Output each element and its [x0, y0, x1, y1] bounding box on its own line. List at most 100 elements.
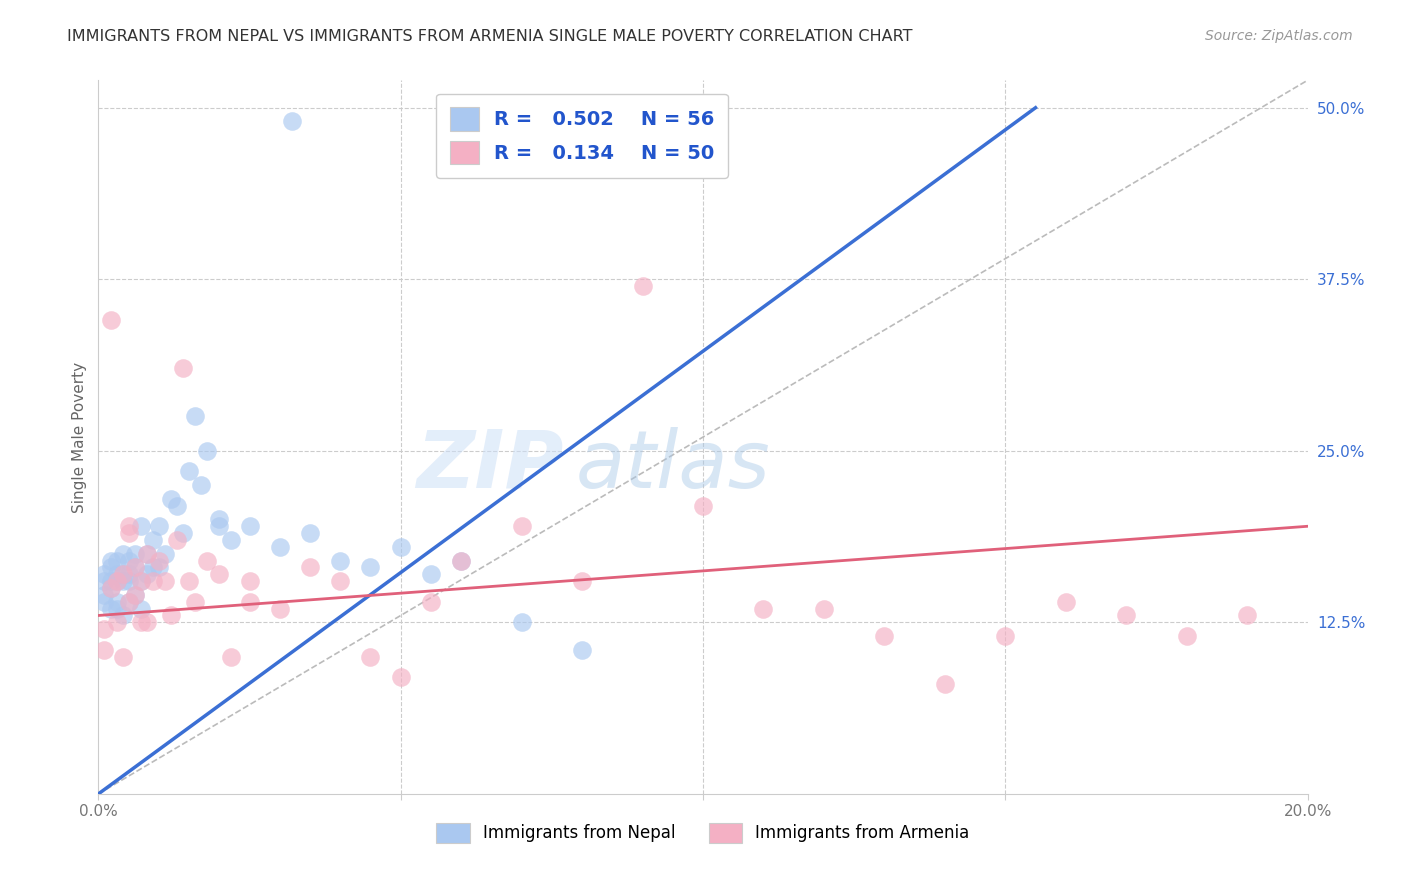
Point [93, 595, 115, 609]
Point [148, 553, 170, 567]
Point [873, 629, 896, 643]
Point [118, 595, 141, 609]
Point [184, 409, 207, 424]
Point [124, 560, 146, 574]
Point [135, 547, 157, 561]
Point [172, 361, 194, 376]
Point [153, 547, 176, 561]
Point [571, 642, 593, 657]
Point [510, 519, 533, 533]
Point [118, 519, 141, 533]
Text: atlas: atlas [576, 426, 770, 505]
Text: IMMIGRANTS FROM NEPAL VS IMMIGRANTS FROM ARMENIA SINGLE MALE POVERTY CORRELATION: IMMIGRANTS FROM NEPAL VS IMMIGRANTS FROM… [67, 29, 912, 44]
Point [105, 595, 128, 609]
Point [450, 553, 472, 567]
Point [111, 649, 134, 664]
Point [160, 608, 183, 623]
Point [153, 574, 176, 589]
Point [100, 574, 122, 589]
Point [111, 567, 134, 582]
Y-axis label: Single Male Poverty: Single Male Poverty [72, 361, 87, 513]
Point [124, 547, 146, 561]
Point [208, 512, 231, 526]
Point [208, 567, 231, 582]
Point [93, 574, 115, 589]
Point [184, 595, 207, 609]
Point [135, 615, 157, 630]
Point [179, 574, 201, 589]
Point [129, 615, 152, 630]
Point [813, 601, 835, 615]
Point [269, 601, 291, 615]
Point [93, 567, 115, 582]
Point [124, 588, 146, 602]
Point [1175, 629, 1198, 643]
Point [124, 588, 146, 602]
Point [934, 677, 956, 691]
Point [239, 595, 262, 609]
Point [195, 443, 218, 458]
Point [631, 279, 654, 293]
Point [129, 574, 152, 589]
Point [100, 553, 122, 567]
Point [692, 499, 714, 513]
Point [111, 547, 134, 561]
Point [135, 567, 157, 582]
Point [450, 553, 472, 567]
Point [100, 313, 122, 327]
Point [118, 526, 141, 541]
Legend: Immigrants from Nepal, Immigrants from Armenia: Immigrants from Nepal, Immigrants from A… [430, 816, 976, 850]
Point [239, 574, 262, 589]
Point [142, 533, 165, 547]
Point [195, 553, 218, 567]
Point [329, 574, 352, 589]
Point [129, 574, 152, 589]
Point [118, 595, 141, 609]
Point [118, 567, 141, 582]
Point [111, 567, 134, 582]
Point [111, 608, 134, 623]
Point [281, 114, 304, 128]
Point [1115, 608, 1137, 623]
Point [190, 478, 212, 492]
Point [148, 519, 170, 533]
Point [221, 533, 243, 547]
Point [160, 491, 183, 506]
Point [166, 499, 188, 513]
Point [124, 560, 146, 574]
Point [420, 567, 443, 582]
Point [105, 553, 128, 567]
Point [100, 601, 122, 615]
Point [129, 519, 152, 533]
Point [994, 629, 1017, 643]
Point [389, 670, 412, 684]
Point [100, 581, 122, 595]
Point [571, 574, 593, 589]
Point [299, 526, 322, 541]
Point [239, 519, 262, 533]
Point [389, 540, 412, 554]
Point [360, 649, 382, 664]
Point [221, 649, 243, 664]
Point [172, 526, 194, 541]
Point [329, 553, 352, 567]
Point [111, 574, 134, 589]
Point [208, 519, 231, 533]
Point [1236, 608, 1258, 623]
Point [105, 567, 128, 582]
Point [105, 615, 128, 630]
Point [105, 574, 128, 589]
Point [142, 560, 165, 574]
Point [100, 581, 122, 595]
Point [269, 540, 291, 554]
Point [299, 560, 322, 574]
Point [360, 560, 382, 574]
Point [105, 574, 128, 589]
Point [93, 622, 115, 636]
Point [510, 615, 533, 630]
Point [93, 642, 115, 657]
Point [105, 601, 128, 615]
Point [166, 533, 188, 547]
Text: Source: ZipAtlas.com: Source: ZipAtlas.com [1205, 29, 1353, 43]
Point [100, 560, 122, 574]
